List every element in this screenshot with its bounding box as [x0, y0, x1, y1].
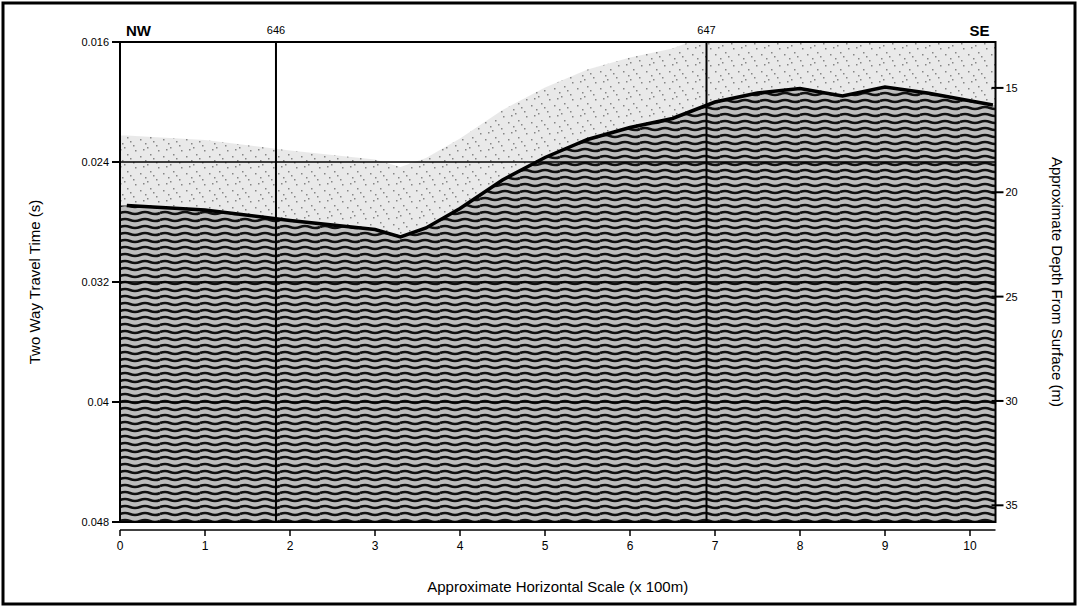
end-label: SE [969, 22, 989, 39]
y2-tick-label: 25 [1006, 291, 1018, 303]
y2-tick [992, 296, 1004, 298]
plot-area [120, 42, 996, 522]
x-tick-label: 2 [287, 539, 294, 553]
y-tick-label: 0.048 [81, 516, 109, 528]
x-tick-label: 4 [457, 539, 464, 553]
x-tick [204, 530, 206, 536]
y2-tick-label: 30 [1006, 395, 1018, 407]
x-tick-label: 1 [202, 539, 209, 553]
x-tick [459, 530, 461, 536]
shot-label: 647 [697, 24, 715, 36]
subsurface [120, 87, 996, 522]
x-tick-label: 6 [627, 539, 634, 553]
shot-line [706, 42, 708, 522]
y-tick-label: 0.024 [81, 156, 109, 168]
x-tick-label: 10 [963, 539, 977, 553]
y2-tick-label: 20 [1006, 186, 1018, 198]
chart: 646647NWSE0.0160.0240.0320.040.048152025… [0, 0, 1078, 607]
x-tick [969, 530, 971, 536]
x-tick [374, 530, 376, 536]
x-tick [544, 530, 546, 536]
x-axis-title: Approximate Horizontal Scale (x 100m) [427, 578, 688, 595]
x-tick [629, 530, 631, 536]
x-tick-label: 3 [372, 539, 379, 553]
plot-frame [120, 42, 996, 522]
y-tick-label: 0.016 [81, 36, 109, 48]
y2-tick [992, 87, 1004, 89]
x-tick-label: 8 [797, 539, 804, 553]
y2-tick [992, 400, 1004, 402]
grid-line [120, 161, 996, 163]
x-tick-label: 7 [712, 539, 719, 553]
x-tick [884, 530, 886, 536]
x-tick [119, 530, 121, 536]
x-tick-label: 5 [542, 539, 549, 553]
y-tick [112, 281, 120, 283]
shot-line [275, 42, 277, 522]
y-tick-label: 0.032 [81, 276, 109, 288]
y-tick [112, 401, 120, 403]
x-tick [714, 530, 716, 536]
x-tick-label: 0 [117, 539, 124, 553]
y-axis-title: Two Way Travel Time (s) [26, 200, 43, 364]
y2-tick [992, 191, 1004, 193]
y2-tick [992, 504, 1004, 506]
grid-line [120, 281, 996, 283]
x-axis-line [120, 529, 996, 531]
y-tick [112, 161, 120, 163]
y-tick [112, 521, 120, 523]
shot-label: 646 [267, 24, 285, 36]
y2-tick-label: 35 [1006, 499, 1018, 511]
end-label: NW [126, 22, 152, 39]
y-tick-label: 0.04 [88, 396, 109, 408]
x-tick-label: 9 [882, 539, 889, 553]
x-tick [799, 530, 801, 536]
y2-axis-title: Approximate Depth From Surface (m) [1049, 157, 1066, 407]
grid-line [120, 401, 996, 403]
y-tick [112, 41, 120, 43]
x-tick [289, 530, 291, 536]
outer-border [3, 3, 1075, 604]
y2-tick-label: 15 [1006, 82, 1018, 94]
